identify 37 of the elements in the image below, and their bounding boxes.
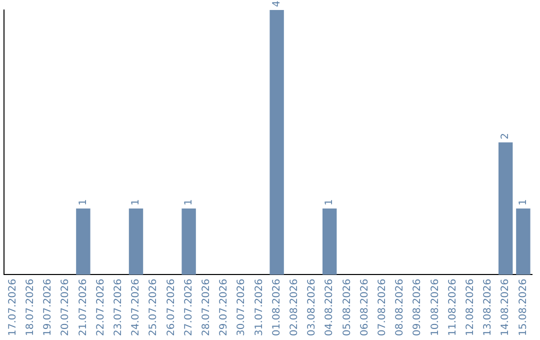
x-tick-label: 03.08.2026 <box>306 278 318 336</box>
x-tick-label: 11.08.2026 <box>447 278 458 336</box>
x-tick-label: 12.08.2026 <box>464 278 476 336</box>
x-tick-label: 23.07.2026 <box>112 278 124 336</box>
x-tick-label: 17.07.2026 <box>7 278 18 336</box>
x-tick-label: 29.07.2026 <box>218 278 230 336</box>
x-tick-label: 07.08.2026 <box>376 278 388 336</box>
data-label: 1 <box>324 199 336 206</box>
x-tick-label: 27.07.2026 <box>183 278 194 336</box>
x-tick-label: 22.07.2026 <box>95 278 106 336</box>
data-label: 1 <box>78 199 89 206</box>
x-tick-label: 26.07.2026 <box>166 278 177 336</box>
x-tick-label: 18.07.2026 <box>24 278 36 336</box>
x-tick-label: 15.08.2026 <box>518 278 529 336</box>
x-tick-label: 01.08.2026 <box>271 278 282 336</box>
x-tick-label: 20.07.2026 <box>60 278 72 336</box>
x-tick-label: 21.07.2026 <box>78 278 89 336</box>
x-tick-label: 19.07.2026 <box>42 278 54 336</box>
data-label: 2 <box>500 132 512 140</box>
x-tick-label: 24.07.2026 <box>130 278 142 336</box>
x-tick-label: 08.08.2026 <box>394 278 406 336</box>
x-tick-label: 25.07.2026 <box>148 278 160 336</box>
data-label: 1 <box>518 199 529 206</box>
x-tick-label: 30.07.2026 <box>236 278 248 336</box>
x-tick-label: 09.08.2026 <box>412 278 424 336</box>
x-tick-label: 13.08.2026 <box>482 278 494 336</box>
x-tick-label: 14.08.2026 <box>500 278 512 336</box>
x-tick-label: 06.08.2026 <box>359 278 370 336</box>
x-tick-label: 28.07.2026 <box>200 278 212 336</box>
x-tick-label: 04.08.2026 <box>324 278 336 336</box>
data-label: 1 <box>183 199 194 206</box>
data-label: 1 <box>130 199 142 206</box>
x-tick-label: 31.07.2026 <box>254 278 265 336</box>
data-label: 4 <box>271 0 282 7</box>
x-tick-label: 10.08.2026 <box>430 278 441 336</box>
x-tick-label: 05.08.2026 <box>342 278 353 336</box>
x-tick-label: 02.08.2026 <box>288 278 300 336</box>
